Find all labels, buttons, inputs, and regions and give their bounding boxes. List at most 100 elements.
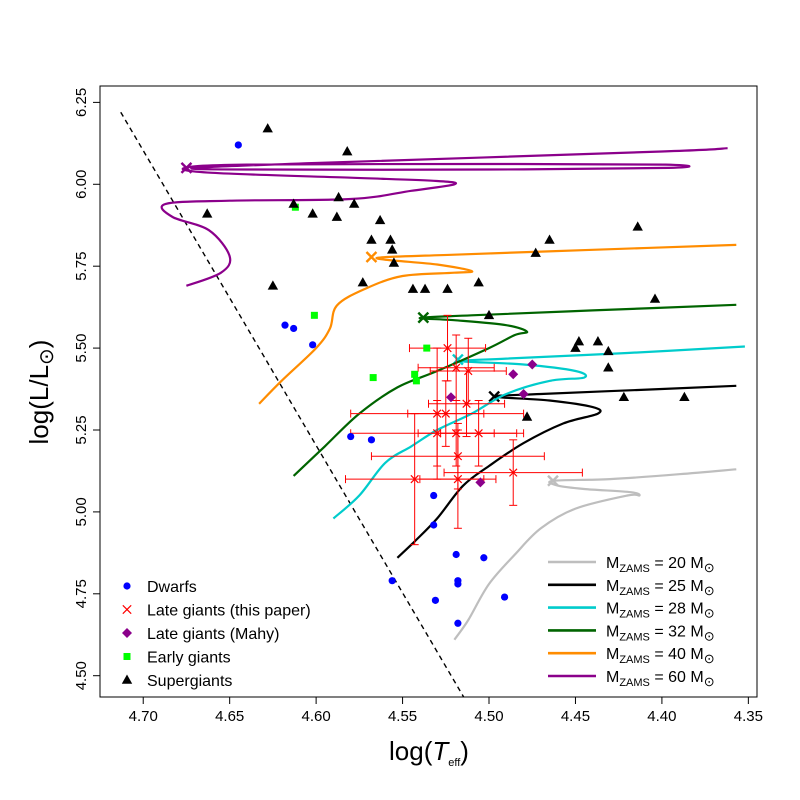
- legend-tracks: MZAMS = 20 M⊙MZAMS = 25 M⊙MZAMS = 28 M⊙M…: [548, 555, 715, 689]
- track-line-2: [396, 384, 737, 559]
- dwarf-point: [430, 521, 438, 529]
- dwarf-point: [454, 619, 462, 627]
- track-line-5: [258, 243, 737, 405]
- x-tick-label: 4.70: [129, 708, 158, 725]
- late-giant-this-paper-point: [441, 409, 451, 418]
- legend-item-diamond: Late giants (Mahy): [122, 626, 280, 643]
- supergiant-point: [342, 146, 353, 156]
- legend-label: Early giants: [147, 650, 231, 667]
- track-end-marker-6: [180, 162, 193, 174]
- supergiant-point: [544, 234, 555, 244]
- x-tick-label: 4.65: [215, 708, 244, 725]
- supergiant-point: [307, 208, 318, 218]
- late-giant-this-paper-point: [432, 409, 442, 418]
- x-tick-label: 4.45: [561, 708, 590, 725]
- x-axis-title: log(Teff): [389, 736, 469, 769]
- legend-marker-supergiants: [121, 674, 133, 684]
- legend-label: Supergiants: [147, 673, 232, 690]
- late-giant-mahy-point: [445, 392, 456, 403]
- legend-track-label: MZAMS = 40 M⊙: [606, 646, 715, 666]
- supergiant-point: [262, 123, 273, 133]
- late-giant-this-paper-point: [474, 429, 483, 438]
- y-tick-label: 5.50: [73, 333, 90, 362]
- legend-item-circle: Dwarfs: [123, 579, 197, 596]
- late-giant-this-paper-point: [451, 363, 461, 372]
- track-end-marker-1: [547, 474, 559, 487]
- track-line-1: [453, 468, 737, 641]
- dwarf-point: [367, 436, 376, 444]
- legend-marker-early-giants: [123, 653, 131, 660]
- x-tick-label: 4.60: [302, 708, 331, 725]
- legend-track-2: MZAMS = 25 M⊙: [548, 578, 715, 598]
- late-giant-this-paper-point: [451, 429, 461, 438]
- early-giant-point: [369, 374, 377, 382]
- supergiant-point: [592, 336, 604, 346]
- axes: 4.70 4.65 4.60 4.55 4.50 4.45 4.40 4.35 4.50 4.75…: [73, 88, 763, 725]
- supergiant-point: [603, 362, 614, 372]
- supergiant-point: [288, 198, 299, 208]
- legend-item-triangle: Supergiants: [121, 673, 232, 690]
- supergiant-point: [442, 283, 453, 293]
- dwarf-point: [290, 324, 298, 333]
- late-giant-mahy-point: [527, 359, 538, 370]
- legend-track-label: MZAMS = 20 M⊙: [606, 555, 715, 575]
- legend-track-label: MZAMS = 25 M⊙: [606, 578, 715, 598]
- dwarf-point: [430, 491, 438, 500]
- track-end-marker-2: [488, 390, 501, 403]
- legend-marker-late-giants-this: [122, 604, 132, 615]
- y-tick-label: 6.25: [73, 88, 90, 117]
- supergiant-point: [407, 283, 419, 293]
- legend-track-label: MZAMS = 60 M⊙: [606, 669, 715, 689]
- legend-track-6: MZAMS = 60 M⊙: [548, 669, 715, 689]
- legend-track-5: MZAMS = 40 M⊙: [548, 646, 715, 666]
- data-points: [201, 123, 690, 627]
- late-giant-this-paper-point: [453, 474, 463, 484]
- dwarf-point: [500, 593, 509, 601]
- late-giant-mahy-point: [475, 477, 486, 488]
- plot-frame: [99, 85, 758, 698]
- supergiant-point: [201, 208, 213, 218]
- y-tick-label: 4.75: [73, 579, 90, 608]
- y-tick-label: 5.75: [73, 252, 90, 281]
- legend-track-label: MZAMS = 32 M⊙: [606, 623, 715, 643]
- dwarf-point: [454, 580, 462, 588]
- legend-track-1: MZAMS = 20 M⊙: [548, 555, 715, 575]
- legend-label: Late giants (this paper): [147, 603, 311, 620]
- supergiant-point: [267, 280, 279, 290]
- late-giant-this-paper-point: [453, 451, 463, 461]
- supergiant-point: [331, 211, 343, 221]
- legend-markers: Dwarfs Late giants (this paper) Late giant…: [121, 579, 311, 690]
- legend-track-3: MZAMS = 28 M⊙: [548, 601, 715, 621]
- supergiant-point: [333, 191, 344, 202]
- y-tick-label: 5.00: [73, 497, 90, 526]
- dwarf-point: [347, 432, 355, 441]
- track-line-4: [292, 303, 737, 477]
- y-axis-title: log(L/L⊙): [24, 340, 58, 445]
- legend-track-4: MZAMS = 32 M⊙: [548, 623, 715, 643]
- x-tick-label: 4.55: [388, 708, 417, 725]
- zams-line: [120, 111, 465, 697]
- supergiant-point: [573, 336, 585, 346]
- legend-marker-dwarfs: [123, 582, 131, 590]
- supergiant-point: [388, 257, 400, 267]
- late-giant-this-paper-point: [462, 399, 471, 409]
- early-giant-point: [310, 311, 318, 319]
- dwarf-point: [388, 577, 396, 585]
- late-giant-this-paper-point: [432, 429, 442, 438]
- early-giant-point: [412, 377, 420, 385]
- y-tick-label: 5.25: [73, 415, 90, 444]
- dwarf-point: [234, 141, 242, 149]
- supergiant-point: [530, 247, 541, 257]
- x-tick-label: 4.40: [647, 708, 676, 725]
- legend-track-label: MZAMS = 28 M⊙: [606, 601, 715, 621]
- supergiant-point: [618, 391, 630, 402]
- evolution-tracks: [120, 111, 745, 697]
- supergiant-point: [473, 277, 484, 287]
- late-giant-mahy-point: [508, 369, 519, 380]
- supergiant-point: [632, 221, 643, 231]
- supergiant-point: [348, 198, 360, 208]
- supergiant-point: [385, 234, 396, 244]
- early-giant-point: [423, 344, 431, 352]
- supergiant-point: [603, 345, 614, 356]
